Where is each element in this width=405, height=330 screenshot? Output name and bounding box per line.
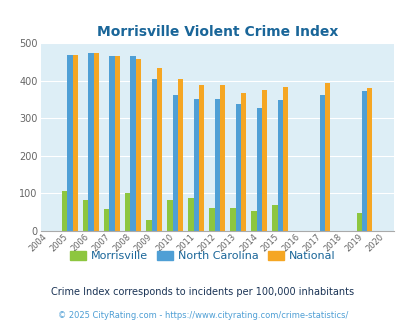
Bar bbox=[156, 69, 162, 231]
Bar bbox=[83, 200, 88, 231]
Legend: Morrisville, North Carolina, National: Morrisville, North Carolina, National bbox=[66, 247, 339, 266]
Bar bbox=[282, 87, 288, 231]
Bar bbox=[172, 95, 177, 231]
Bar bbox=[356, 213, 361, 231]
Bar bbox=[151, 79, 156, 231]
Bar bbox=[72, 54, 78, 231]
Bar bbox=[115, 56, 119, 231]
Bar bbox=[251, 211, 256, 231]
Bar bbox=[130, 56, 135, 231]
Bar bbox=[167, 200, 172, 231]
Bar bbox=[67, 55, 72, 231]
Bar bbox=[177, 79, 183, 231]
Bar bbox=[261, 89, 266, 231]
Bar bbox=[109, 56, 115, 231]
Bar bbox=[104, 209, 109, 231]
Bar bbox=[193, 99, 198, 231]
Bar bbox=[88, 53, 94, 231]
Bar bbox=[198, 85, 204, 231]
Bar bbox=[230, 208, 235, 231]
Bar bbox=[319, 95, 324, 231]
Bar bbox=[135, 59, 141, 231]
Bar bbox=[214, 99, 219, 231]
Bar bbox=[62, 191, 67, 231]
Bar bbox=[256, 108, 261, 231]
Text: Crime Index corresponds to incidents per 100,000 inhabitants: Crime Index corresponds to incidents per… bbox=[51, 287, 354, 297]
Bar bbox=[366, 88, 371, 231]
Bar bbox=[240, 93, 245, 231]
Bar bbox=[219, 85, 224, 231]
Bar bbox=[188, 198, 193, 231]
Bar bbox=[235, 104, 240, 231]
Bar bbox=[94, 53, 99, 231]
Title: Morrisville Violent Crime Index: Morrisville Violent Crime Index bbox=[96, 25, 337, 39]
Text: © 2025 CityRating.com - https://www.cityrating.com/crime-statistics/: © 2025 CityRating.com - https://www.city… bbox=[58, 311, 347, 320]
Bar bbox=[125, 193, 130, 231]
Bar bbox=[361, 91, 366, 231]
Bar bbox=[272, 205, 277, 231]
Bar bbox=[324, 83, 329, 231]
Bar bbox=[277, 100, 282, 231]
Bar bbox=[209, 209, 214, 231]
Bar bbox=[146, 220, 151, 231]
